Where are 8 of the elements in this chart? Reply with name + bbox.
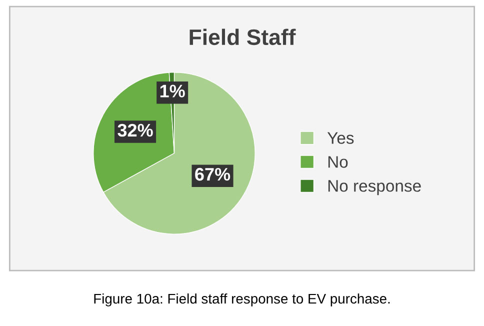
chart-title: Field Staff: [190, 28, 296, 46]
legend-label: Yes: [327, 132, 354, 144]
legend-label: No: [328, 156, 348, 168]
data-label: 67%: [195, 168, 230, 181]
data-label: 1%: [160, 84, 185, 98]
legend-label: No response: [328, 180, 421, 196]
data-label: 32%: [118, 124, 153, 137]
caption: Figure 10a: Field staff response to EV purchase.: [94, 293, 390, 306]
